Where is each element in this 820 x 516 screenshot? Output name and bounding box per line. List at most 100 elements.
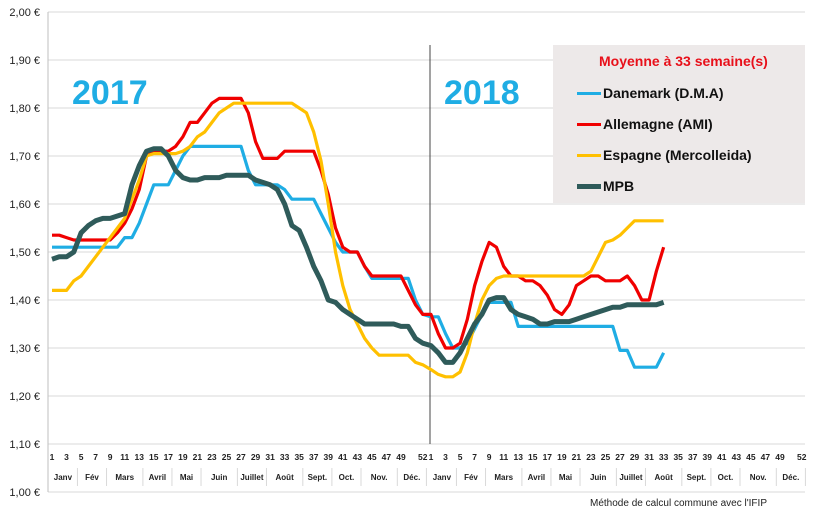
x-tick-label: 31 (644, 452, 654, 462)
x-tick-label: 25 (222, 452, 232, 462)
x-tick-label: 41 (717, 452, 727, 462)
legend-label: MPB (603, 178, 635, 194)
x-tick-label: 11 (499, 452, 508, 462)
x-tick-label: 23 (586, 452, 596, 462)
x-tick-label: 13 (514, 452, 524, 462)
x-tick-label: 11 (120, 452, 129, 462)
x-tick-label: 21 (572, 452, 582, 462)
x-tick-label: 15 (528, 452, 538, 462)
month-label: Août (655, 473, 674, 482)
legend-label: Espagne (Mercolleida) (603, 147, 752, 163)
x-tick-label: 29 (251, 452, 261, 462)
month-label: Mars (115, 473, 134, 482)
month-label: Déc. (403, 473, 420, 482)
month-label: Mars (494, 473, 513, 482)
legend-swatch (577, 91, 601, 95)
x-tick-label: 3 (64, 452, 69, 462)
x-tick-label: 17 (164, 452, 174, 462)
legend: Moyenne à 33 semaine(s) Danemark (D.M.A)… (553, 45, 805, 203)
x-tick-label: 9 (487, 452, 492, 462)
y-tick-label: 1,60 € (9, 199, 40, 211)
legend-title: Moyenne à 33 semaine(s) (599, 53, 768, 69)
y-tick-label: 1,00 € (9, 487, 40, 499)
y-tick-label: 1,30 € (9, 343, 40, 355)
x-tick-label: 31 (265, 452, 275, 462)
x-tick-label: 19 (178, 452, 188, 462)
month-label: Déc. (782, 473, 799, 482)
month-label: Avril (528, 473, 546, 482)
x-tick-label: 52 (797, 452, 807, 462)
x-tick-label: 39 (324, 452, 334, 462)
x-tick-label: 37 (309, 452, 319, 462)
x-tick-label: 49 (396, 452, 406, 462)
y-tick-label: 2,00 € (9, 7, 40, 19)
month-label: Juillet (619, 473, 642, 482)
legend-item: Espagne (Mercolleida) (577, 145, 752, 165)
month-label: Janv (433, 473, 452, 482)
month-label: Sept. (687, 473, 707, 482)
month-label: Sept. (308, 473, 328, 482)
y-tick-label: 1,10 € (9, 439, 40, 451)
x-tick-label: 3 (443, 452, 448, 462)
x-tick-label: 45 (746, 452, 756, 462)
x-tick-label: 43 (353, 452, 363, 462)
month-label: Juillet (240, 473, 263, 482)
x-tick-label: 23 (207, 452, 217, 462)
y-tick-label: 1,50 € (9, 247, 40, 259)
month-label: Août (276, 473, 295, 482)
x-tick-label: 13 (135, 452, 145, 462)
footnote: Méthode de calcul commune avec l'IFIP (590, 498, 767, 509)
legend-item: Danemark (D.M.A) (577, 83, 724, 103)
month-label: Juin (590, 473, 607, 482)
x-tick-label: 5 (458, 452, 463, 462)
month-label: Juin (211, 473, 228, 482)
month-label: Mai (559, 473, 572, 482)
x-tick-label: 17 (543, 452, 553, 462)
x-tick-label: 39 (703, 452, 713, 462)
x-tick-label: 7 (93, 452, 98, 462)
legend-item: Allemagne (AMI) (577, 114, 713, 134)
series-line-mpb (51, 146, 665, 365)
legend-swatch (577, 122, 601, 126)
x-tick-label: 41 (338, 452, 348, 462)
x-tick-label: 19 (557, 452, 567, 462)
month-label: Oct. (718, 473, 734, 482)
x-tick-label: 7 (472, 452, 477, 462)
legend-swatch (577, 183, 601, 189)
x-tick-label: 21 (193, 452, 203, 462)
x-tick-label: 33 (659, 452, 669, 462)
x-tick-label: 15 (149, 452, 159, 462)
x-tick-label: 1 (50, 452, 55, 462)
month-label: Mai (180, 473, 193, 482)
y-tick-label: 1,90 € (9, 55, 40, 67)
y-tick-label: 1,80 € (9, 103, 40, 115)
month-label: Janv (54, 473, 73, 482)
legend-item: MPB (577, 176, 634, 196)
x-tick-label: 49 (775, 452, 785, 462)
y-tick-label: 1,20 € (9, 391, 40, 403)
x-tick-label: 35 (673, 452, 683, 462)
y-tick-label: 1,70 € (9, 151, 40, 163)
x-tick-label: 35 (294, 452, 304, 462)
month-label: Fév (85, 473, 99, 482)
x-tick-label: 27 (615, 452, 625, 462)
x-tick-label: 5 (79, 452, 84, 462)
series-line-espagne-mercolleida- (52, 101, 664, 379)
legend-label: Danemark (D.M.A) (603, 85, 724, 101)
x-tick-label: 27 (236, 452, 246, 462)
x-tick-label: 9 (108, 452, 113, 462)
month-label: Fév (464, 473, 478, 482)
x-tick-label: 37 (688, 452, 698, 462)
x-tick-label: 52 (418, 452, 428, 462)
x-tick-label: 47 (382, 452, 392, 462)
x-tick-label: 25 (601, 452, 611, 462)
x-tick-label: 1 (429, 452, 434, 462)
x-tick-label: 47 (761, 452, 771, 462)
x-tick-label: 43 (732, 452, 742, 462)
month-label: Nov. (750, 473, 767, 482)
x-tick-label: 29 (630, 452, 640, 462)
month-label: Nov. (371, 473, 388, 482)
legend-swatch (577, 153, 601, 157)
